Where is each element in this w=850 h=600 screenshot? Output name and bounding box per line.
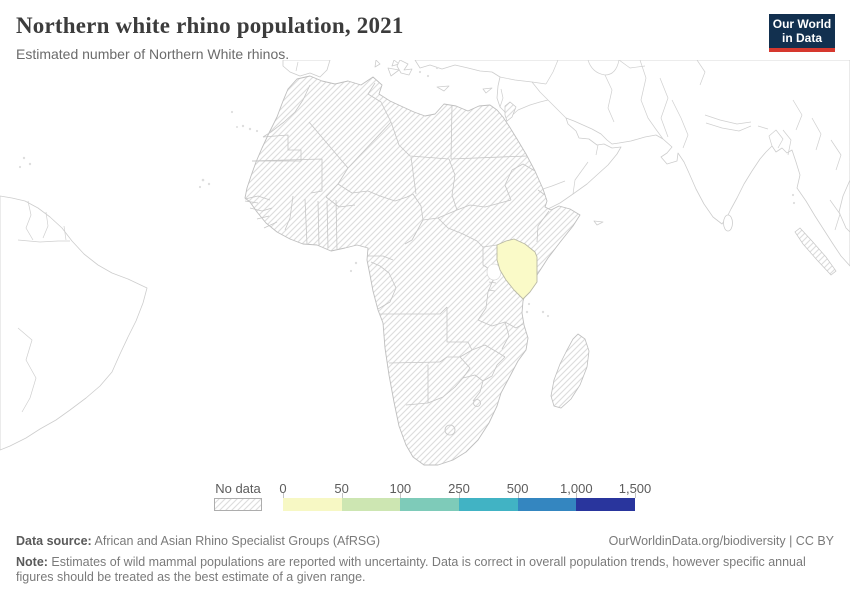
region-sri-lanka <box>723 214 733 232</box>
island-dots <box>18 66 796 318</box>
page-title: Northern white rhino population, 2021 <box>16 13 404 38</box>
page-subtitle: Estimated number of Northern White rhino… <box>16 46 290 62</box>
no-data-label: No data <box>215 481 261 496</box>
legend-tick-mark <box>635 493 636 498</box>
owid-logo[interactable]: Our World in Data <box>769 14 835 52</box>
legend-tick-mark <box>576 493 578 498</box>
note-label: Note: <box>16 555 48 569</box>
region-iberia <box>282 60 331 78</box>
legend-color-segment[interactable] <box>459 498 518 511</box>
legend-tick-label: 250 <box>448 481 470 496</box>
legend-color-segment[interactable] <box>400 498 460 511</box>
region-sumatra[interactable] <box>794 227 837 276</box>
chart-footer: Data source: African and Asian Rhino Spe… <box>16 534 834 585</box>
legend-tick-label: 1,500 <box>618 481 652 496</box>
data-source-text: African and Asian Rhino Specialist Group… <box>91 534 381 548</box>
legend-tick-label: 1,000 <box>560 481 593 496</box>
legend-color-segment[interactable] <box>517 498 577 511</box>
legend-tick-label: 0 <box>279 481 287 496</box>
legend-color-segment[interactable] <box>341 498 401 511</box>
chart-note: Note: Estimates of wild mammal populatio… <box>16 555 834 585</box>
legend-tick-mark <box>459 493 460 498</box>
data-source-line: Data source: African and Asian Rhino Spe… <box>16 534 380 548</box>
owid-citation-link[interactable]: OurWorldinData.org/biodiversity | CC BY <box>608 534 834 548</box>
legend-tick-mark <box>400 493 402 498</box>
legend-tick-mark <box>341 493 343 498</box>
color-scale: 0 50 100 250 500 1,000 1,500 <box>279 478 651 518</box>
legend-tick-label: 100 <box>389 481 412 496</box>
region-south-america <box>0 195 148 451</box>
no-data-swatch[interactable] <box>214 498 262 511</box>
note-text: Estimates of wild mammal populations are… <box>16 555 806 584</box>
region-greece <box>396 60 413 76</box>
world-map <box>0 60 850 466</box>
region-madagascar[interactable] <box>550 333 590 409</box>
legend-color-segment[interactable] <box>576 498 636 511</box>
legend-tick-mark <box>517 493 519 498</box>
map-legend: No data 0 50 100 250 500 1,000 1,500 <box>0 478 850 518</box>
legend-tick-mark <box>283 493 284 498</box>
color-scale-bar <box>283 498 636 511</box>
africa-landmass[interactable] <box>244 75 581 466</box>
other-landmass <box>0 60 850 451</box>
logo-line1: Our World <box>772 17 832 31</box>
logo-line2: in Data <box>781 30 822 45</box>
country-kenya[interactable] <box>496 238 538 300</box>
africa-borders <box>244 82 550 436</box>
legend-tick-label: 500 <box>506 481 529 496</box>
other-borders <box>17 60 842 413</box>
legend-tick-label: 50 <box>334 481 349 496</box>
africa-continent[interactable] <box>244 75 837 466</box>
data-source-label: Data source: <box>16 534 92 548</box>
legend-color-segment[interactable] <box>283 498 342 511</box>
